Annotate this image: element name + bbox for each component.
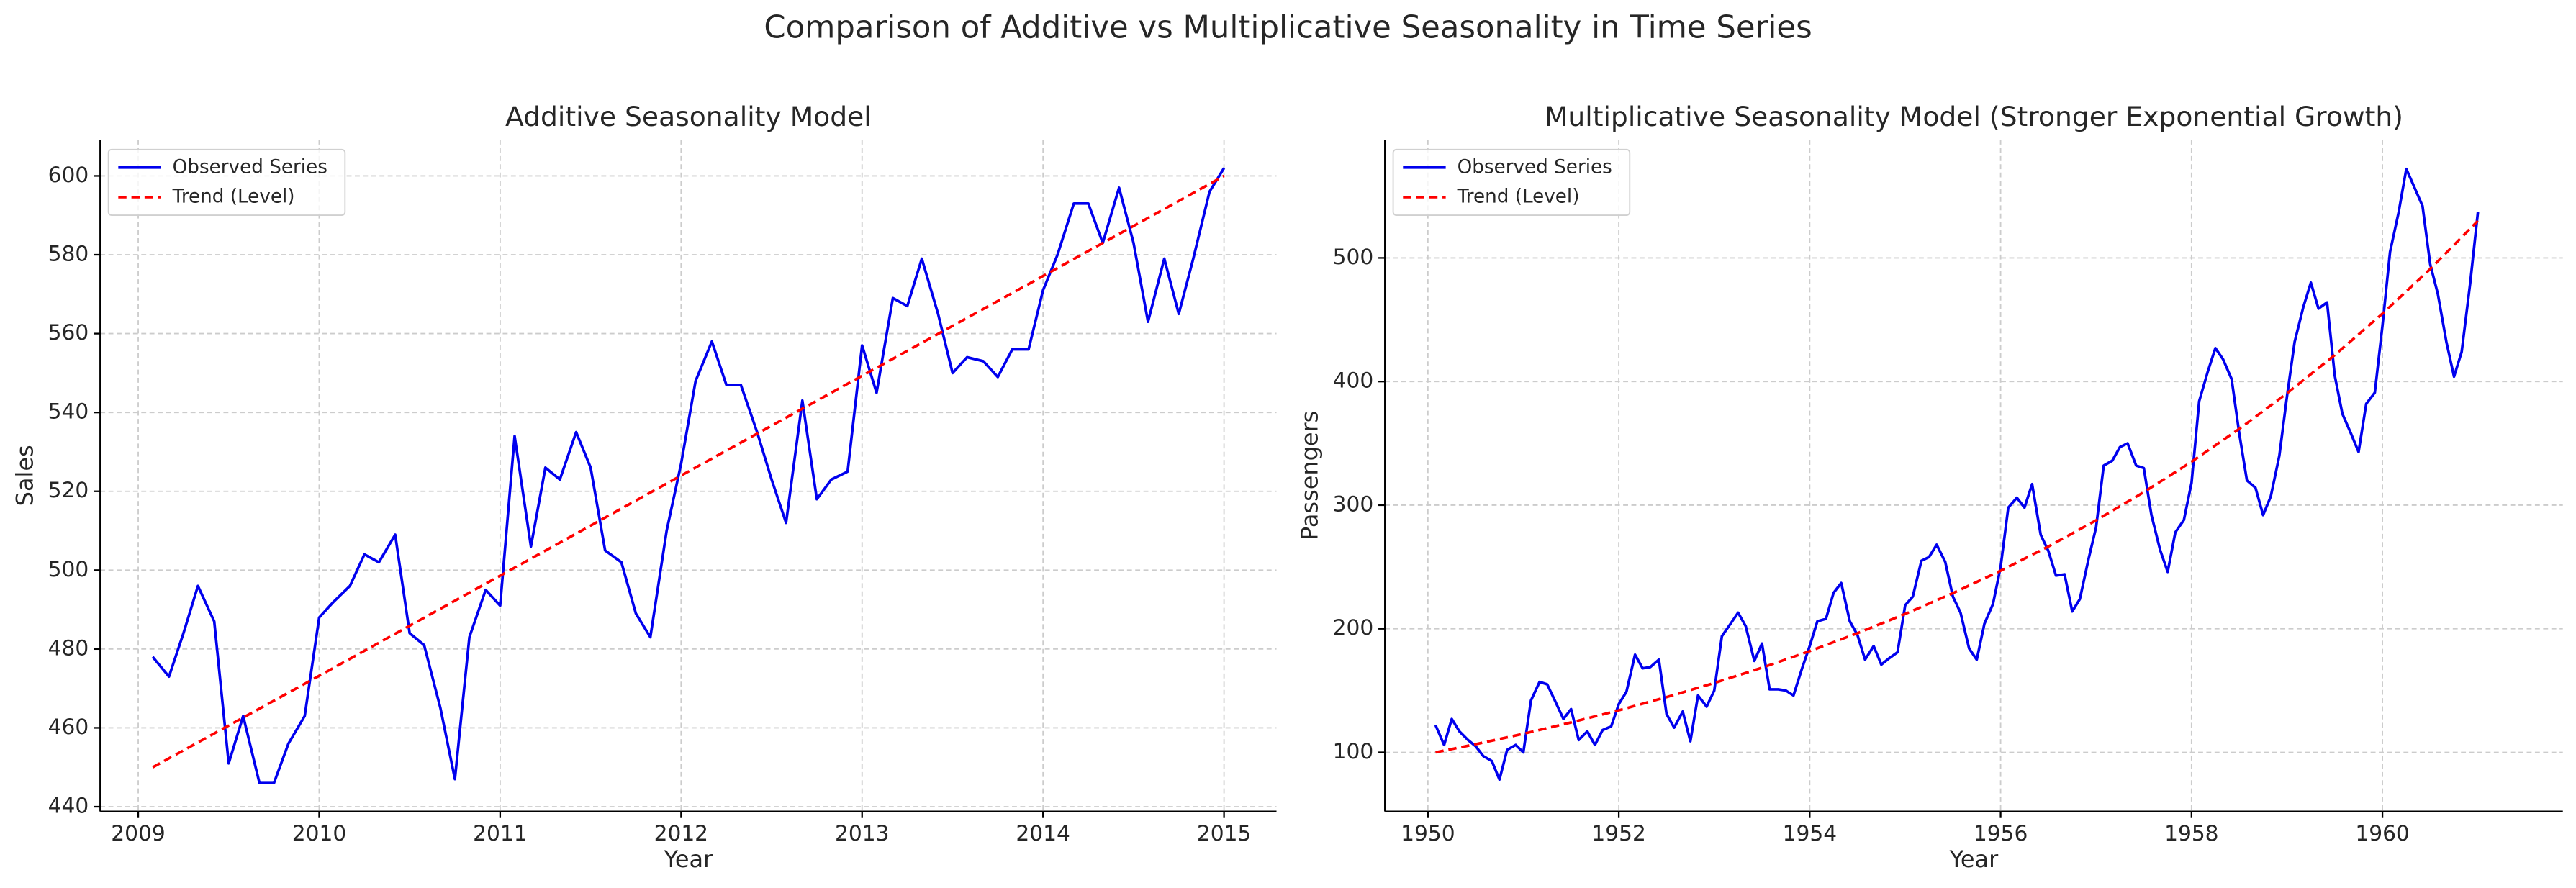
figure-title: Comparison of Additive vs Multiplicative…	[764, 10, 1812, 46]
legend-label: Trend (Level)	[172, 186, 295, 207]
x-axis-label: Year	[664, 846, 713, 873]
subplot: 440 460 480 500 520 540 560 580 600 2009 2010 2011 2…	[12, 101, 1277, 873]
y-tick-label: 520	[48, 477, 89, 502]
x-tick-label: 2010	[292, 820, 346, 846]
y-tick-label: 300	[1333, 491, 1374, 516]
y-tick-label: 480	[48, 635, 89, 660]
legend-box	[1392, 148, 1631, 216]
series-line	[151, 167, 1226, 784]
x-tick-label: 2013	[835, 820, 889, 846]
y-tick-label: 600	[48, 162, 89, 187]
subplot-title: Additive Seasonality Model	[505, 101, 872, 132]
y-tick-label: 580	[48, 241, 89, 266]
series-line	[152, 174, 1225, 769]
y-axis-label: Passengers	[1296, 411, 1323, 540]
series-line	[1434, 167, 2480, 781]
subplot-title: Multiplicative Seasonality Model (Strong…	[1545, 101, 2403, 132]
legend-box	[107, 148, 346, 216]
y-tick-label: 500	[1333, 244, 1374, 269]
y-tick-label: 560	[48, 320, 89, 345]
x-tick-label: 2011	[473, 820, 527, 846]
x-tick-label: 1954	[1783, 820, 1837, 846]
y-tick-label: 100	[1333, 738, 1374, 764]
x-tick-label: 2012	[654, 820, 708, 846]
x-tick-label: 2015	[1197, 820, 1251, 846]
y-tick-label: 460	[48, 714, 89, 739]
y-tick-label: 200	[1333, 615, 1374, 640]
legend-label: Observed Series	[1458, 156, 1612, 178]
legend-label: Observed Series	[173, 156, 327, 178]
x-tick-label: 1950	[1401, 820, 1455, 846]
y-tick-label: 440	[48, 793, 89, 818]
x-axis-label: Year	[1949, 846, 1999, 873]
x-tick-label: 1958	[2164, 820, 2218, 846]
y-axis-label: Sales	[12, 445, 39, 506]
x-tick-label: 2009	[111, 820, 165, 846]
x-tick-label: 1952	[1591, 820, 1645, 846]
x-tick-label: 1956	[1974, 820, 2028, 846]
legend-label: Trend (Level)	[1457, 186, 1580, 207]
y-tick-label: 400	[1333, 368, 1374, 393]
subplot: 100 200 300 400 500 1950 1952 1954 1956 1958 1960 M…	[1296, 101, 2563, 873]
y-tick-label: 500	[48, 556, 89, 581]
x-tick-label: 2014	[1016, 820, 1070, 846]
y-tick-label: 540	[48, 399, 89, 424]
x-tick-label: 1960	[2355, 820, 2409, 846]
series-line	[1435, 219, 2480, 754]
